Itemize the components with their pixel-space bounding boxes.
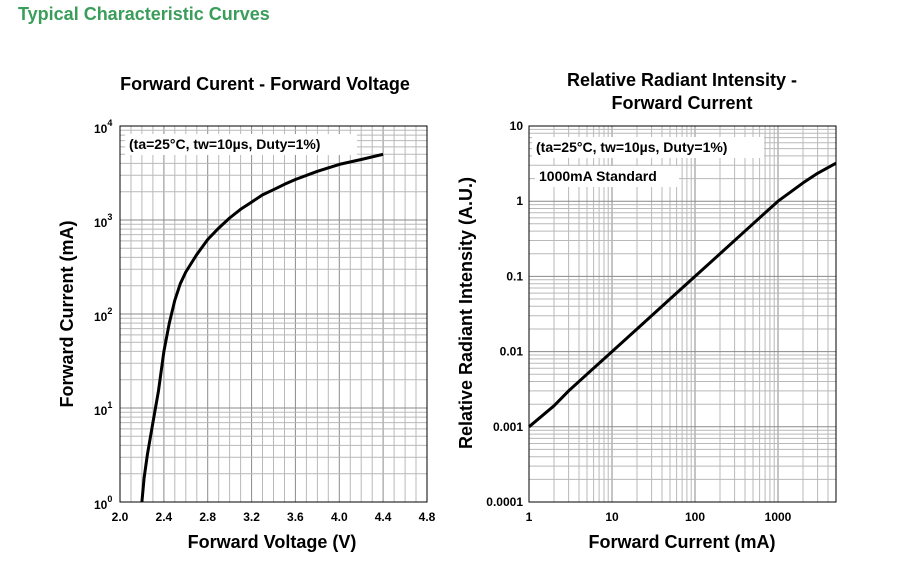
chart1-series-line (140, 152, 384, 503)
chart1-x-tick-label: 4.0 (331, 510, 348, 524)
chart2-y-tick-label: 10 (510, 119, 524, 133)
section-heading: Typical Characteristic Curves (18, 4, 270, 24)
chart2-x-tick-label: 1000 (765, 510, 792, 524)
chart2-annotation1-bg (532, 137, 764, 158)
chart1-x-tick-label: 3.2 (243, 510, 260, 524)
chart2-y-axis-label: Relative Radiant Intensity (A.U.) (456, 177, 476, 449)
chart1-y-tick-label: 104 (94, 118, 112, 136)
chart2-plot-frame (528, 125, 837, 503)
chart2-x-tick-label: 10 (605, 510, 619, 524)
chart2-x-ticks: 1 10 100 1000 (526, 510, 792, 524)
chart2-x-tick-label: 100 (685, 510, 705, 524)
chart1-y-axis-label: Forward Current (mA) (57, 220, 77, 407)
chart-radiant-intensity-current: Relative Radiant Intensity - Forward Cur… (456, 70, 837, 552)
chart2-annotation2-bg (535, 166, 679, 187)
chart2-annotation-conditions: (ta=25°C, tw=10µs, Duty=1%) (536, 139, 727, 155)
chart1-grid (119, 126, 428, 503)
chart1-annotation: (ta=25°C, tw=10µs, Duty=1%) (129, 136, 320, 152)
chart1-x-ticks: 2.0 2.4 2.8 3.2 3.6 4.0 4.4 4.8 (112, 510, 436, 524)
chart1-x-tick-label: 3.6 (287, 510, 304, 524)
chart1-x-tick-label: 4.8 (419, 510, 436, 524)
chart2-y-ticks: 0.0001 0.001 0.01 0.1 1 10 (486, 119, 523, 509)
chart2-y-tick-label: 1 (516, 194, 523, 208)
chart1-x-tick-label: 2.8 (199, 510, 216, 524)
chart2-title-line2: Forward Current (611, 93, 752, 113)
chart1-x-axis-label: Forward Voltage (V) (188, 532, 357, 552)
chart2-x-tick-label: 1 (526, 510, 533, 524)
chart1-plot-frame (119, 125, 428, 503)
chart1-y-tick-label: 102 (94, 306, 112, 324)
chart2-y-tick-label: 0.01 (500, 345, 524, 359)
chart1-x-tick-label: 2.4 (156, 510, 173, 524)
chart1-title: Forward Curent - Forward Voltage (120, 74, 410, 94)
chart1-y-ticks: 100 101 102 103 104 (94, 118, 112, 512)
chart-forward-current-voltage: Forward Curent - Forward Voltage (ta=25°… (57, 74, 436, 552)
chart1-y-tick-label: 103 (94, 212, 112, 230)
chart2-y-tick-label: 0.1 (506, 269, 523, 283)
chart2-x-axis-label: Forward Current (mA) (588, 532, 775, 552)
chart2-annotation-standard: 1000mA Standard (539, 168, 657, 184)
chart1-annotation-bg (125, 134, 357, 155)
chart2-y-tick-label: 0.0001 (486, 495, 523, 509)
chart1-y-tick-label: 101 (94, 400, 112, 418)
chart2-series-line (528, 161, 837, 428)
chart1-x-tick-label: 4.4 (375, 510, 392, 524)
chart1-y-tick-label: 100 (94, 494, 112, 512)
chart2-y-tick-label: 0.001 (493, 420, 523, 434)
chart1-x-tick-label: 2.0 (112, 510, 129, 524)
chart2-title-line1: Relative Radiant Intensity - (567, 70, 797, 90)
